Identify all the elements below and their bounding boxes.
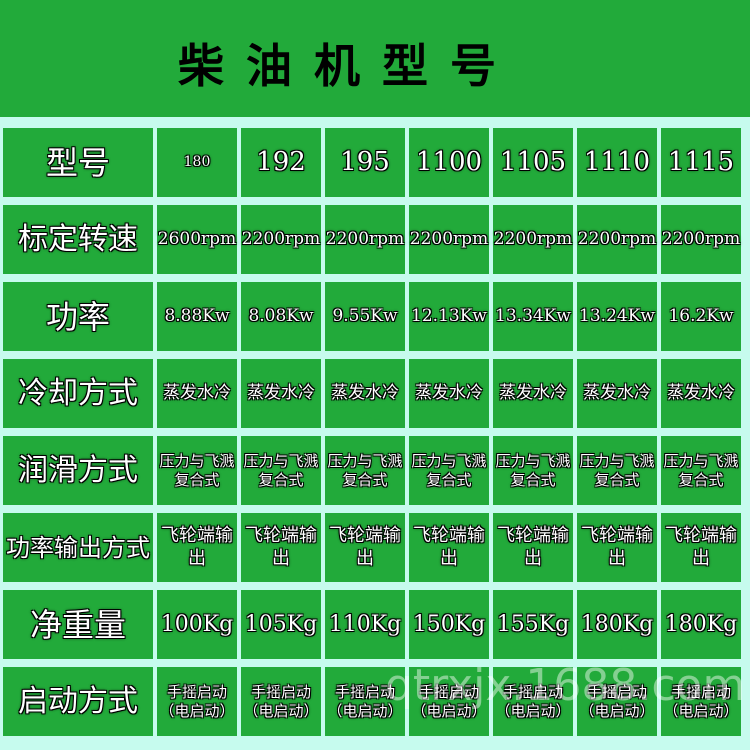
row-header: 冷却方式 bbox=[3, 359, 153, 428]
table-cell: 180Kg bbox=[661, 590, 741, 659]
table-cell: 压力与飞溅复合式 bbox=[493, 436, 573, 505]
title-banner: 柴油机型号 bbox=[0, 0, 750, 117]
row-header: 润滑方式 bbox=[3, 436, 153, 505]
table-cell: 2600rpm bbox=[157, 205, 237, 274]
table-cell: 155Kg bbox=[493, 590, 573, 659]
table-cell: 手摇启动（电启动） bbox=[157, 667, 237, 736]
table-cell: 8.08Kw bbox=[241, 282, 321, 351]
table-cell: 压力与飞溅复合式 bbox=[157, 436, 237, 505]
table-cell: 手摇启动（电启动） bbox=[577, 667, 657, 736]
table-cell: 手摇启动（电启动） bbox=[409, 667, 489, 736]
table-cell: 蒸发水冷 bbox=[493, 359, 573, 428]
table-cell: 8.88Kw bbox=[157, 282, 237, 351]
table-cell: 110Kg bbox=[325, 590, 405, 659]
table-cell: 1110 bbox=[577, 128, 657, 197]
table-cell: 手摇启动（电启动） bbox=[241, 667, 321, 736]
table-cell: 105Kg bbox=[241, 590, 321, 659]
spec-table: 型号 180 192 195 1100 1105 1110 1115 标定转速 2600rpm 22… bbox=[3, 128, 741, 736]
table-cell: 16.2Kw bbox=[661, 282, 741, 351]
table-cell: 飞轮端输出 bbox=[409, 513, 489, 582]
table-cell: 12.13Kw bbox=[409, 282, 489, 351]
table-cell: 2200rpm bbox=[493, 205, 573, 274]
table-cell: 150Kg bbox=[409, 590, 489, 659]
table-cell: 手摇启动（电启动） bbox=[661, 667, 741, 736]
row-header: 净重量 bbox=[3, 590, 153, 659]
table-cell: 蒸发水冷 bbox=[661, 359, 741, 428]
table-cell: 压力与飞溅复合式 bbox=[577, 436, 657, 505]
table-cell: 1115 bbox=[661, 128, 741, 197]
table-cell: 蒸发水冷 bbox=[577, 359, 657, 428]
table-cell: 1100 bbox=[409, 128, 489, 197]
row-header: 型号 bbox=[3, 128, 153, 197]
table-cell: 180Kg bbox=[577, 590, 657, 659]
table-cell: 蒸发水冷 bbox=[241, 359, 321, 428]
table-cell: 100Kg bbox=[157, 590, 237, 659]
table-cell: 2200rpm bbox=[661, 205, 741, 274]
table-cell: 手摇启动（电启动） bbox=[493, 667, 573, 736]
table-cell: 飞轮端输出 bbox=[493, 513, 573, 582]
table-cell: 压力与飞溅复合式 bbox=[661, 436, 741, 505]
table-cell: 压力与飞溅复合式 bbox=[241, 436, 321, 505]
table-cell: 飞轮端输出 bbox=[157, 513, 237, 582]
table-cell: 压力与飞溅复合式 bbox=[325, 436, 405, 505]
table-cell: 飞轮端输出 bbox=[325, 513, 405, 582]
table-cell: 13.24Kw bbox=[577, 282, 657, 351]
table-cell: 压力与飞溅复合式 bbox=[409, 436, 489, 505]
table-cell: 飞轮端输出 bbox=[577, 513, 657, 582]
table-cell: 蒸发水冷 bbox=[325, 359, 405, 428]
row-header: 标定转速 bbox=[3, 205, 153, 274]
table-cell: 2200rpm bbox=[409, 205, 489, 274]
table-cell: 飞轮端输出 bbox=[241, 513, 321, 582]
page-title: 柴油机型号 bbox=[178, 39, 518, 93]
table-cell: 13.34Kw bbox=[493, 282, 573, 351]
table-cell: 飞轮端输出 bbox=[661, 513, 741, 582]
row-header: 启动方式 bbox=[3, 667, 153, 736]
table-cell: 手摇启动（电启动） bbox=[325, 667, 405, 736]
table-cell: 195 bbox=[325, 128, 405, 197]
table-cell: 蒸发水冷 bbox=[409, 359, 489, 428]
table-cell: 2200rpm bbox=[241, 205, 321, 274]
table-cell: 192 bbox=[241, 128, 321, 197]
table-cell: 180 bbox=[157, 128, 237, 197]
table-cell: 1105 bbox=[493, 128, 573, 197]
row-header: 功率 bbox=[3, 282, 153, 351]
table-cell: 2200rpm bbox=[325, 205, 405, 274]
table-cell: 蒸发水冷 bbox=[157, 359, 237, 428]
table-cell: 2200rpm bbox=[577, 205, 657, 274]
row-header: 功率输出方式 bbox=[3, 513, 153, 582]
table-cell: 9.55Kw bbox=[325, 282, 405, 351]
